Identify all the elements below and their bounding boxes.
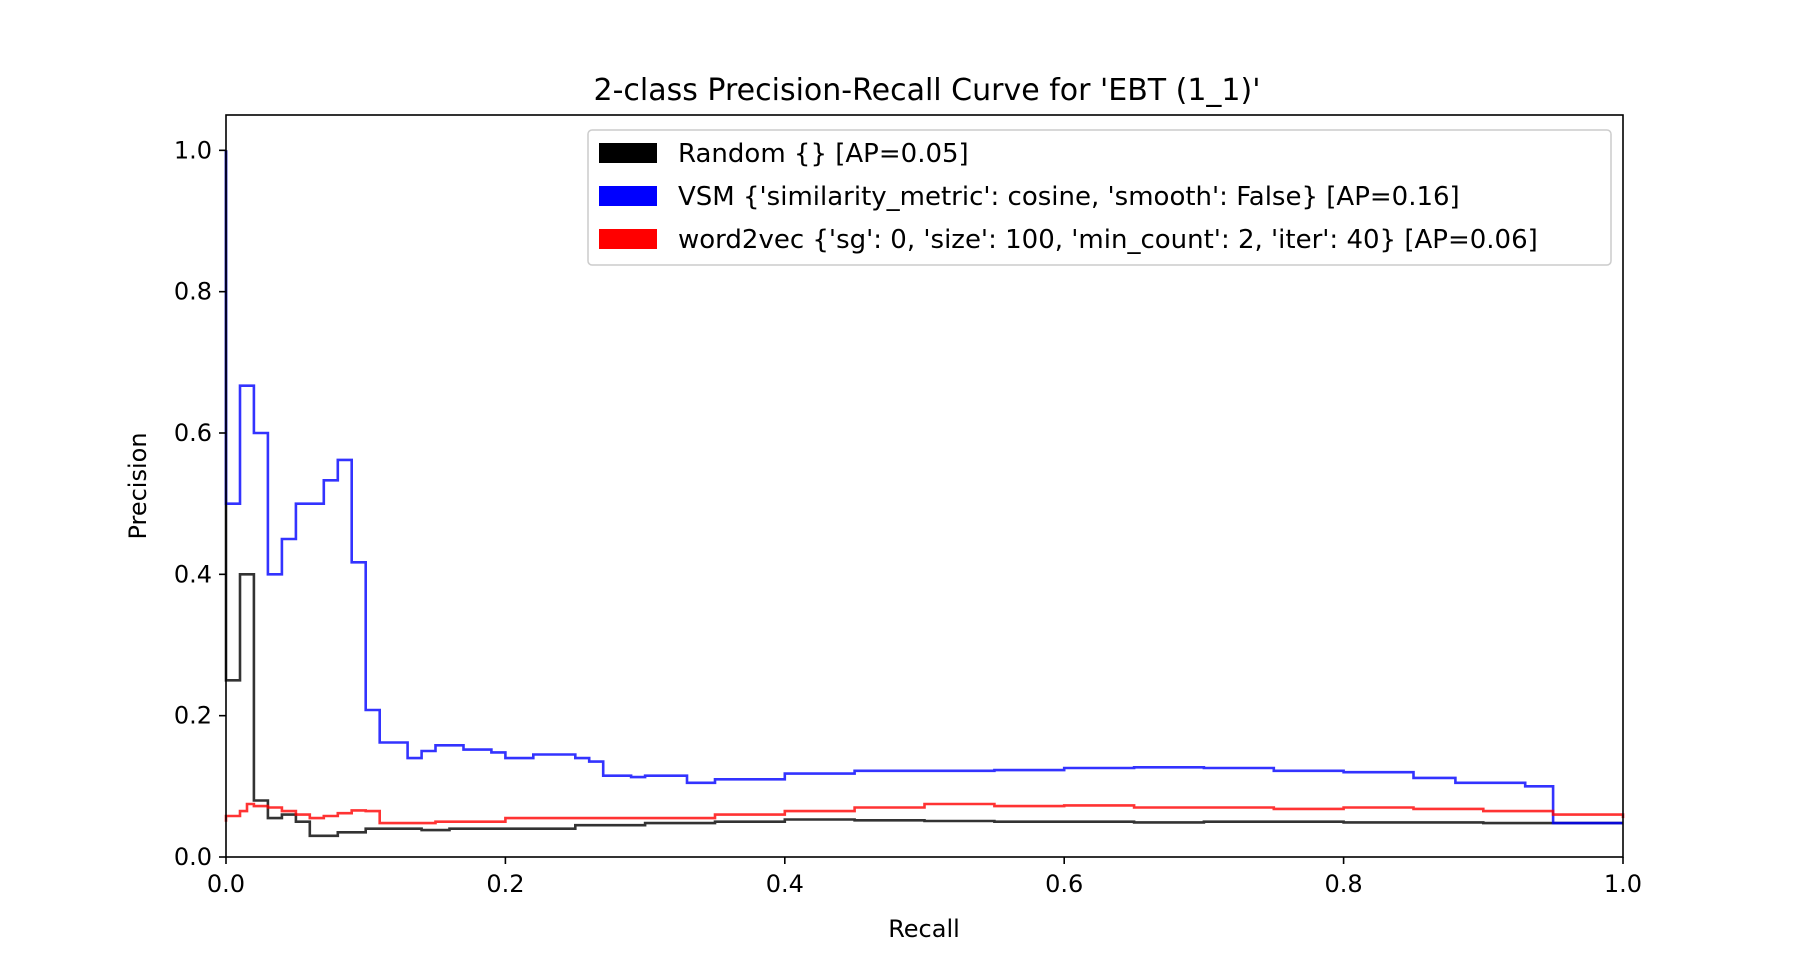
word2vec-series-line (224, 802, 1625, 825)
legend-frame (587, 129, 1612, 266)
y-tick-label: 0.8 (174, 278, 212, 306)
chart-title: 2-class Precision-Recall Curve for 'EBT … (594, 73, 1261, 108)
y-axis-ticks: 0.0 0.2 0.4 0.6 0.8 1.0 (174, 136, 226, 871)
x-tick-label: 0.6 (1045, 870, 1083, 898)
x-axis-label: Recall (888, 915, 960, 943)
legend: Random {} [AP=0.05] VSM {'similarity_metr… (587, 129, 1612, 266)
legend-swatch-word2vec (599, 229, 657, 249)
legend-swatch-vsm (599, 186, 657, 206)
legend-label-random: Random {} [AP=0.05] (678, 139, 969, 169)
series-layer (224, 150, 1625, 838)
plot-area (224, 114, 1625, 858)
legend-label-word2vec: word2vec {'sg': 0, 'size': 100, 'min_cou… (678, 225, 1538, 255)
y-tick-label: 0.2 (174, 702, 212, 730)
x-axis-ticks: 0.0 0.2 0.4 0.6 0.8 1.0 (207, 857, 1642, 898)
x-tick-label: 0.8 (1325, 870, 1363, 898)
y-axis-label: Precision (124, 432, 152, 539)
x-tick-label: 0.0 (207, 870, 245, 898)
x-tick-label: 1.0 (1604, 870, 1642, 898)
x-tick-label: 0.4 (766, 870, 804, 898)
y-tick-label: 0.4 (174, 560, 212, 588)
vsm-series-line (224, 150, 1623, 825)
y-tick-label: 1.0 (174, 136, 212, 164)
x-tick-label: 0.2 (486, 870, 524, 898)
y-tick-label: 0.0 (174, 843, 212, 871)
legend-items: Random {} [AP=0.05] VSM {'similarity_metr… (599, 139, 1538, 255)
random-series-line (224, 150, 1623, 838)
legend-label-vsm: VSM {'similarity_metric': cosine, 'smoot… (678, 182, 1460, 212)
y-tick-label: 0.6 (174, 419, 212, 447)
axes-frame (225, 114, 1624, 858)
legend-swatch-random (599, 143, 657, 163)
